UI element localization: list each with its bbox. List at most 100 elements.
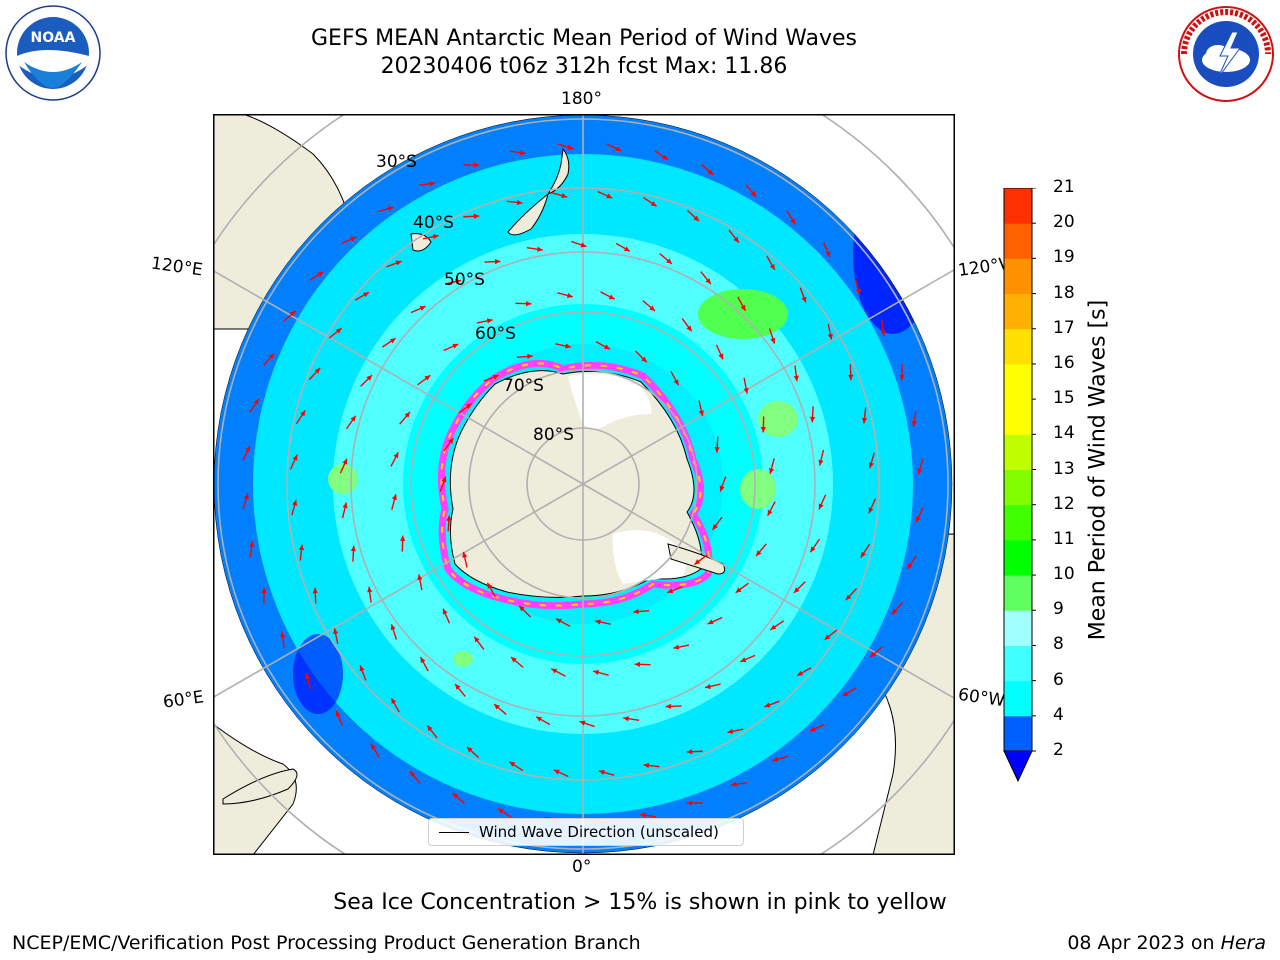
ross-ice-shelf <box>568 373 652 429</box>
wind-arrow-head <box>643 762 650 769</box>
wind-arrow-head <box>650 201 657 207</box>
wind-arrow-head <box>536 716 542 722</box>
wind-arrow-head <box>446 515 452 522</box>
wind-arrow-head <box>793 587 800 593</box>
wind-arrow-head <box>580 242 587 248</box>
wind-arrow-head <box>317 271 324 277</box>
colorbar-segment <box>1004 223 1032 259</box>
lon-label-60w: 60°W <box>956 684 1007 712</box>
title-line-2: 20230406 t06z 312h fcst Max: 11.86 <box>380 54 788 79</box>
wind-arrow-head <box>312 587 318 594</box>
colorbar-tick-label: 10 <box>1053 564 1075 585</box>
wind-arrow-head <box>842 691 849 697</box>
wind-arrow-head <box>880 330 886 336</box>
colorbar-segment <box>1004 293 1032 330</box>
wind-arrow-head <box>845 594 852 601</box>
nws-logo <box>1176 4 1276 108</box>
wind-arrow-head <box>740 304 746 311</box>
colorbar-tick-label: 8 <box>1053 634 1064 655</box>
wind-arrow-head <box>809 726 816 732</box>
wind-arrow-head <box>633 608 639 615</box>
wind-arrow-head <box>673 379 679 386</box>
new-zealand-land <box>507 147 570 236</box>
colorbar-tick-label: 15 <box>1053 388 1075 409</box>
colorbar-tick-label: 2 <box>1053 740 1064 760</box>
antarctic-map <box>213 114 955 855</box>
wind-arrow-head <box>824 634 831 640</box>
colorbar-segment <box>1004 363 1032 400</box>
sea-ice-note: Sea Ice Concentration > 15% is shown in … <box>333 890 947 915</box>
colorbar-segment <box>1004 575 1032 611</box>
footer-machine: Hera <box>1220 932 1266 954</box>
wind-arrow-head <box>768 467 775 474</box>
wind-arrow-head <box>911 420 917 427</box>
wind-arrow-head <box>465 403 472 409</box>
wind-arrow-head <box>705 683 711 689</box>
wind-arrow-head <box>404 411 410 418</box>
colorbar-tick-label: 14 <box>1053 423 1075 444</box>
colorbar-tick-label: 9 <box>1053 599 1064 620</box>
wind-arrow-head <box>714 446 720 453</box>
lon-label-180: 180° <box>561 89 602 109</box>
wind-arrow-head <box>870 651 877 658</box>
wind-arrow-head <box>280 632 286 638</box>
wind-arrow-head <box>740 657 747 662</box>
wind-arrow-head <box>731 781 737 787</box>
wind-arrow-head <box>243 493 249 500</box>
wind-arrow-head <box>899 374 905 381</box>
wind-arrow-head <box>261 587 267 594</box>
wind-arrow-head <box>525 301 532 307</box>
wind-arrow-head <box>442 608 448 615</box>
wind-arrow-head <box>624 246 630 252</box>
wind-arrow-head <box>249 541 255 548</box>
wind-arrow-head <box>387 206 394 212</box>
wind-arrow-head <box>253 398 259 405</box>
wind-arrow-head <box>615 146 622 151</box>
colorbar-segment <box>1004 328 1032 365</box>
lon-label-120e: 120°E <box>149 253 204 281</box>
wind-arrow-head <box>767 509 773 516</box>
colorbar-tick-label: 11 <box>1053 528 1075 549</box>
wind-arrow-head <box>793 375 799 382</box>
wind-arrow-head <box>342 502 348 509</box>
wind-arrow-head <box>567 144 574 150</box>
colorbar-tick-label: 21 <box>1053 177 1075 197</box>
wind-arrow-head <box>245 445 250 452</box>
wind-arrow-head <box>641 356 647 363</box>
wind-arrow-head <box>797 670 804 676</box>
wind-arrow-head <box>432 234 439 240</box>
wind-arrow-head <box>861 417 868 424</box>
wind-arrow-head <box>718 353 724 360</box>
colorbar-tick-label: 16 <box>1053 352 1075 373</box>
wind-arrow-head <box>790 218 796 225</box>
wind-arrow-head <box>556 618 563 624</box>
wind-arrow-head <box>818 459 824 466</box>
colorbar-tick-label: 19 <box>1053 247 1075 268</box>
lat-label-30s: 30°S <box>376 152 417 172</box>
wind-arrow-head <box>393 452 399 459</box>
wind-arrow-head <box>292 499 298 506</box>
wind-arrow-head <box>750 190 757 197</box>
wind-arrow-head <box>603 344 610 350</box>
wind-arrow-head <box>598 769 605 775</box>
colorbar-under-arrow <box>1003 750 1033 783</box>
colorbar-segment <box>1004 715 1032 752</box>
wind-arrow-head <box>509 761 516 767</box>
wind-arrow-head <box>455 683 461 690</box>
wind-arrow-head <box>527 353 533 360</box>
wind-arrow-head <box>764 702 771 708</box>
wind-arrow-head <box>462 551 468 558</box>
wind-arrow-head <box>770 624 777 630</box>
wind-arrow-head <box>694 559 701 565</box>
wind-arrow-head <box>492 374 499 380</box>
wind-arrow-head <box>409 771 416 778</box>
wind-arrow-head <box>595 619 601 625</box>
colorbar-segment <box>1004 610 1032 646</box>
colorbar-tick-label: 12 <box>1053 493 1075 514</box>
noaa-logo: NOAA <box>4 4 102 106</box>
colorbar-segment <box>1004 680 1032 717</box>
wind-arrow-head <box>707 619 714 625</box>
wind-arrow-head <box>420 657 426 664</box>
wind-arrow-head <box>335 328 342 334</box>
wind-arrow-head <box>389 338 396 344</box>
